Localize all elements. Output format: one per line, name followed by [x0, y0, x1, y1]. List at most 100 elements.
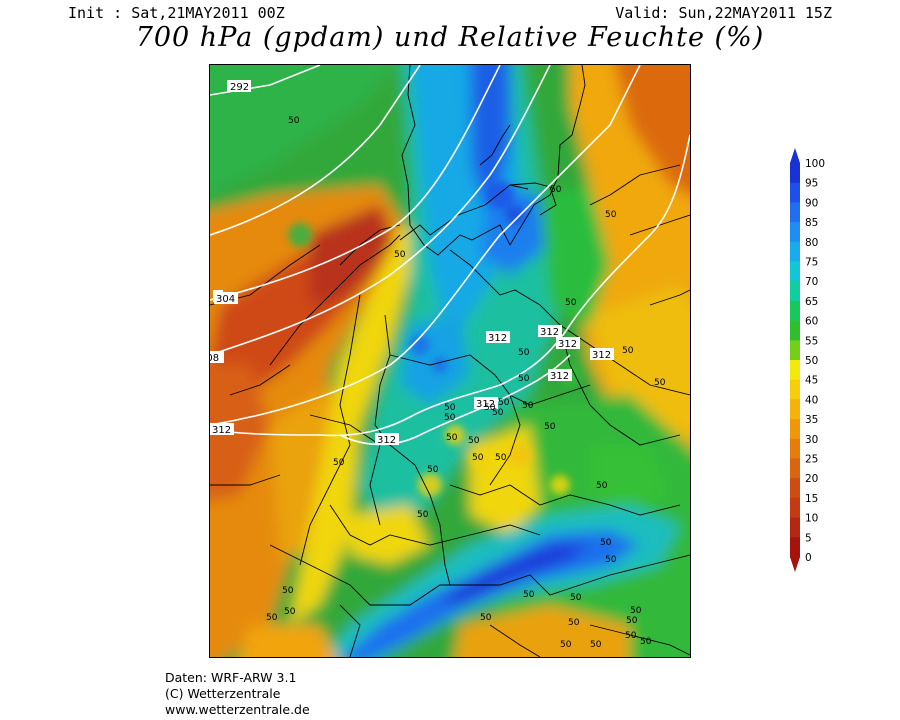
humidity-contour-label: 50 [630, 606, 642, 616]
gp-label: 312 [540, 327, 559, 338]
colorbar-tick-label: 35 [805, 414, 818, 426]
humidity-contour-label: 50 [590, 640, 602, 650]
humidity-contour-label: 50 [468, 436, 480, 446]
gp-label: 312 [592, 350, 611, 361]
valid-time: Valid: Sun,22MAY2011 15Z [615, 4, 832, 22]
colorbar-segment [790, 320, 800, 341]
humidity-contour-label: 50 [605, 555, 617, 565]
gp-label: 312 [558, 339, 577, 350]
colorbar-tick-label: 70 [805, 276, 818, 288]
humidity-contour-label: 50 [472, 453, 484, 463]
humidity-contour-label: 50 [417, 510, 429, 520]
colorbar-segment [790, 261, 800, 282]
gp-label: 312 [488, 333, 507, 344]
humidity-contour-label: 50 [484, 403, 496, 413]
humidity-contour-label: 50 [550, 185, 562, 195]
colorbar-segment [790, 360, 800, 381]
colorbar-tick-label: 0 [805, 552, 812, 564]
colorbar-tick-label: 45 [805, 375, 818, 387]
humidity-contour-label: 50 [518, 374, 530, 384]
humidity-field [210, 65, 690, 657]
humidity-contour-label: 50 [518, 348, 530, 358]
colorbar-tick-label: 85 [805, 217, 818, 229]
chart-title: 700 hPa (gpdam) und Relative Feuchte (%) [135, 22, 765, 53]
humidity-contour-label: 50 [282, 586, 294, 596]
colorbar-segment [790, 281, 800, 302]
humidity-contour-label: 50 [288, 116, 300, 126]
colorbar-tick-label: 5 [805, 532, 812, 544]
init-time: Init : Sat,21MAY2011 00Z [68, 4, 285, 22]
colorbar-tick-label: 25 [805, 454, 818, 466]
humidity-contour-label: 50 [495, 453, 507, 463]
weather-map: 292 300 304 308 312 312 312 312 312 312 … [209, 64, 691, 658]
colorbar-segment [790, 379, 800, 400]
colorbar-tick-label: 95 [805, 178, 818, 190]
colorbar-segment [790, 182, 800, 203]
colorbar-tick-label: 65 [805, 296, 818, 308]
credit-copyright: (C) Wetterzentrale [165, 686, 281, 701]
colorbar-segment [790, 478, 800, 499]
colorbar-tick-label: 15 [805, 493, 818, 505]
colorbar-segment [790, 241, 800, 262]
humidity-patches [288, 181, 581, 497]
colorbar-segment [790, 340, 800, 361]
colorbar-segment [790, 163, 800, 184]
colorbar-tick-label: 20 [805, 473, 818, 485]
colorbar-segment [790, 537, 800, 558]
colorbar-segment [790, 438, 800, 459]
colorbar-segment [790, 300, 800, 322]
gp-label: 312 [550, 371, 569, 382]
colorbar-segment [790, 458, 800, 479]
colorbar-tick-label: 100 [805, 158, 825, 170]
colorbar-tick-label: 50 [805, 355, 818, 367]
colorbar-segment [790, 399, 800, 420]
humidity-contour-label: 50 [565, 298, 577, 308]
humidity-contour-label: 50 [622, 346, 634, 356]
gp-label: 312 [212, 425, 231, 436]
humidity-contour-label: 50 [444, 413, 456, 423]
humidity-contour-label: 50 [480, 613, 492, 623]
colorbar-tick-label: 90 [805, 197, 818, 209]
colorbar-tick-label: 75 [805, 257, 818, 269]
humidity-contour-label: 50 [523, 590, 535, 600]
humidity-contour-label: 50 [654, 378, 666, 388]
colorbar-tick-label: 40 [805, 394, 818, 406]
colorbar-arrow-top [790, 148, 800, 163]
humidity-contour-label: 50 [568, 618, 580, 628]
gp-label: 312 [476, 399, 495, 410]
colorbar-segment [790, 222, 800, 243]
humidity-contour-label: 50 [333, 458, 345, 468]
gp-label: 312 [377, 435, 396, 446]
humidity-contour-label: 50 [522, 401, 534, 411]
colorbar-tick-label: 10 [805, 513, 818, 525]
humidity-contour-label: 50 [596, 481, 608, 491]
geopotential-labels: 292 300 304 308 312 312 312 312 312 312 … [210, 80, 614, 446]
geopotential-contours [210, 65, 690, 446]
gp-label: 308 [210, 353, 219, 364]
humidity-contour-label: 50 [605, 210, 617, 220]
humidity-colorbar: 1009590858075706560555045403530252015105… [790, 148, 825, 572]
humidity-contour-label: 50 [427, 465, 439, 475]
colorbar-tick-label: 60 [805, 316, 818, 328]
colorbar-segment [790, 497, 800, 519]
humidity-contour-label: 50 [266, 613, 278, 623]
colorbar-tick-label: 55 [805, 335, 818, 347]
colorbar-segment [790, 517, 800, 538]
credit-website: www.wetterzentrale.de [165, 702, 310, 717]
humidity-contour-label: 50 [640, 637, 652, 647]
humidity-contour-label: 50 [498, 398, 510, 408]
humidity-contour-label: 50 [394, 250, 406, 260]
humidity-contour-label: 50 [600, 538, 612, 548]
colorbar-arrow-bottom [790, 557, 800, 572]
humidity-contour-label: 50 [560, 640, 572, 650]
humidity-labels: 50 50 50 50 50 50 50 50 50 50 50 50 50 50 50 50 50 50 50 50… [266, 116, 666, 650]
humidity-contour-label: 50 [570, 593, 582, 603]
colorbar-segment [790, 419, 800, 440]
gp-label: 292 [230, 82, 249, 93]
humidity-contour-label: 50 [492, 408, 504, 418]
gp-label: 304 [216, 294, 235, 305]
humidity-contour-label: 50 [444, 403, 456, 413]
credit-data-source: Daten: WRF-ARW 3.1 [165, 670, 297, 685]
humidity-contour-label: 50 [544, 422, 556, 432]
colorbar-segment [790, 202, 800, 223]
